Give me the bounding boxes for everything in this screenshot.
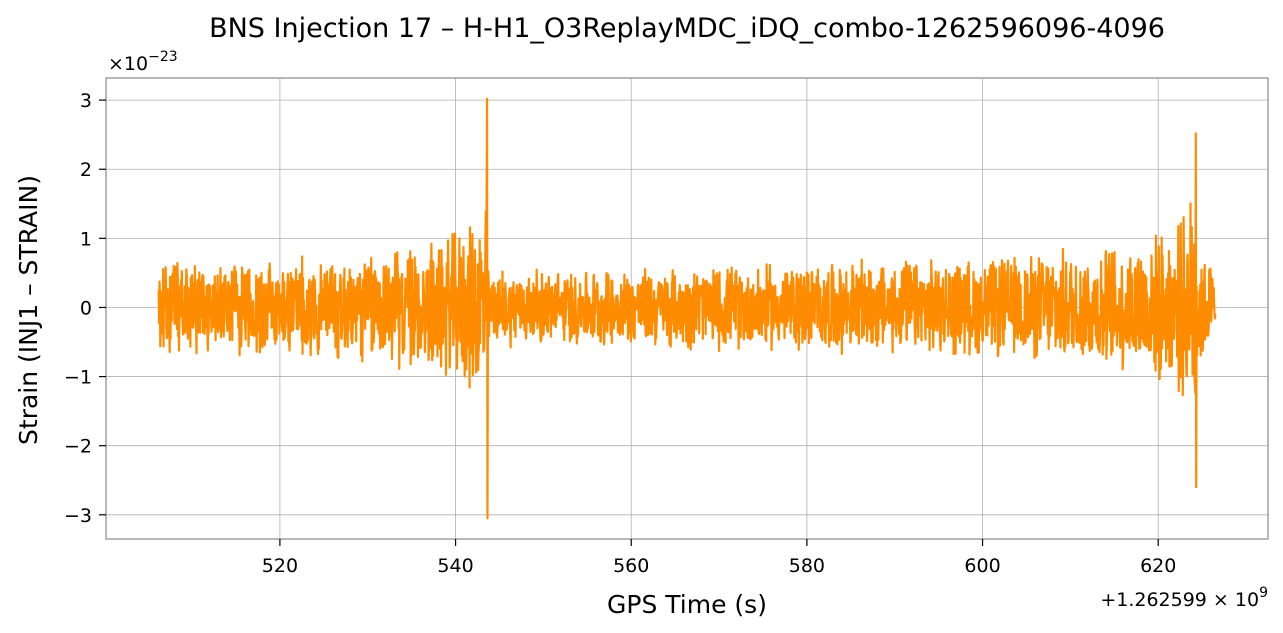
y-tick-label: −1 (64, 367, 92, 389)
y-scale-factor: ×10−23 (108, 49, 178, 75)
y-tick-label: 1 (80, 228, 92, 250)
x-axis-label: GPS Time (s) (607, 590, 767, 619)
strain-series-line (157, 97, 1217, 520)
y-tick-label: −2 (64, 436, 92, 458)
series-line-group (157, 97, 1217, 520)
y-axis-label: Strain (INJ1 – STRAIN) (14, 175, 43, 445)
x-offset-base: +1.262599 × 10 (1100, 589, 1259, 611)
y-scale-exponent: −23 (148, 49, 178, 65)
x-tick-label: 520 (262, 555, 298, 577)
x-tick-label: 600 (964, 555, 1000, 577)
y-tick-label: 0 (80, 297, 92, 319)
y-tick-label: 3 (80, 90, 92, 112)
x-tick-label: 620 (1140, 555, 1176, 577)
y-tick-label: −3 (64, 505, 92, 527)
plot-frame (105, 77, 1269, 540)
y-axis-ticks: −3 −2 −1 0 1 2 3 (64, 90, 106, 527)
y-scale-base: ×10 (108, 53, 148, 75)
x-offset-exponent: 9 (1259, 585, 1268, 601)
x-axis-ticks: 520 540 560 580 600 620 (262, 539, 1176, 577)
x-offset-text: +1.262599 × 109 (1100, 585, 1268, 611)
x-tick-label: 560 (613, 555, 649, 577)
chart-title: BNS Injection 17 – H-H1_O3ReplayMDC_iDQ_… (209, 13, 1165, 44)
x-tick-label: 540 (437, 555, 473, 577)
x-tick-label: 580 (789, 555, 825, 577)
y-tick-label: 2 (80, 159, 92, 181)
